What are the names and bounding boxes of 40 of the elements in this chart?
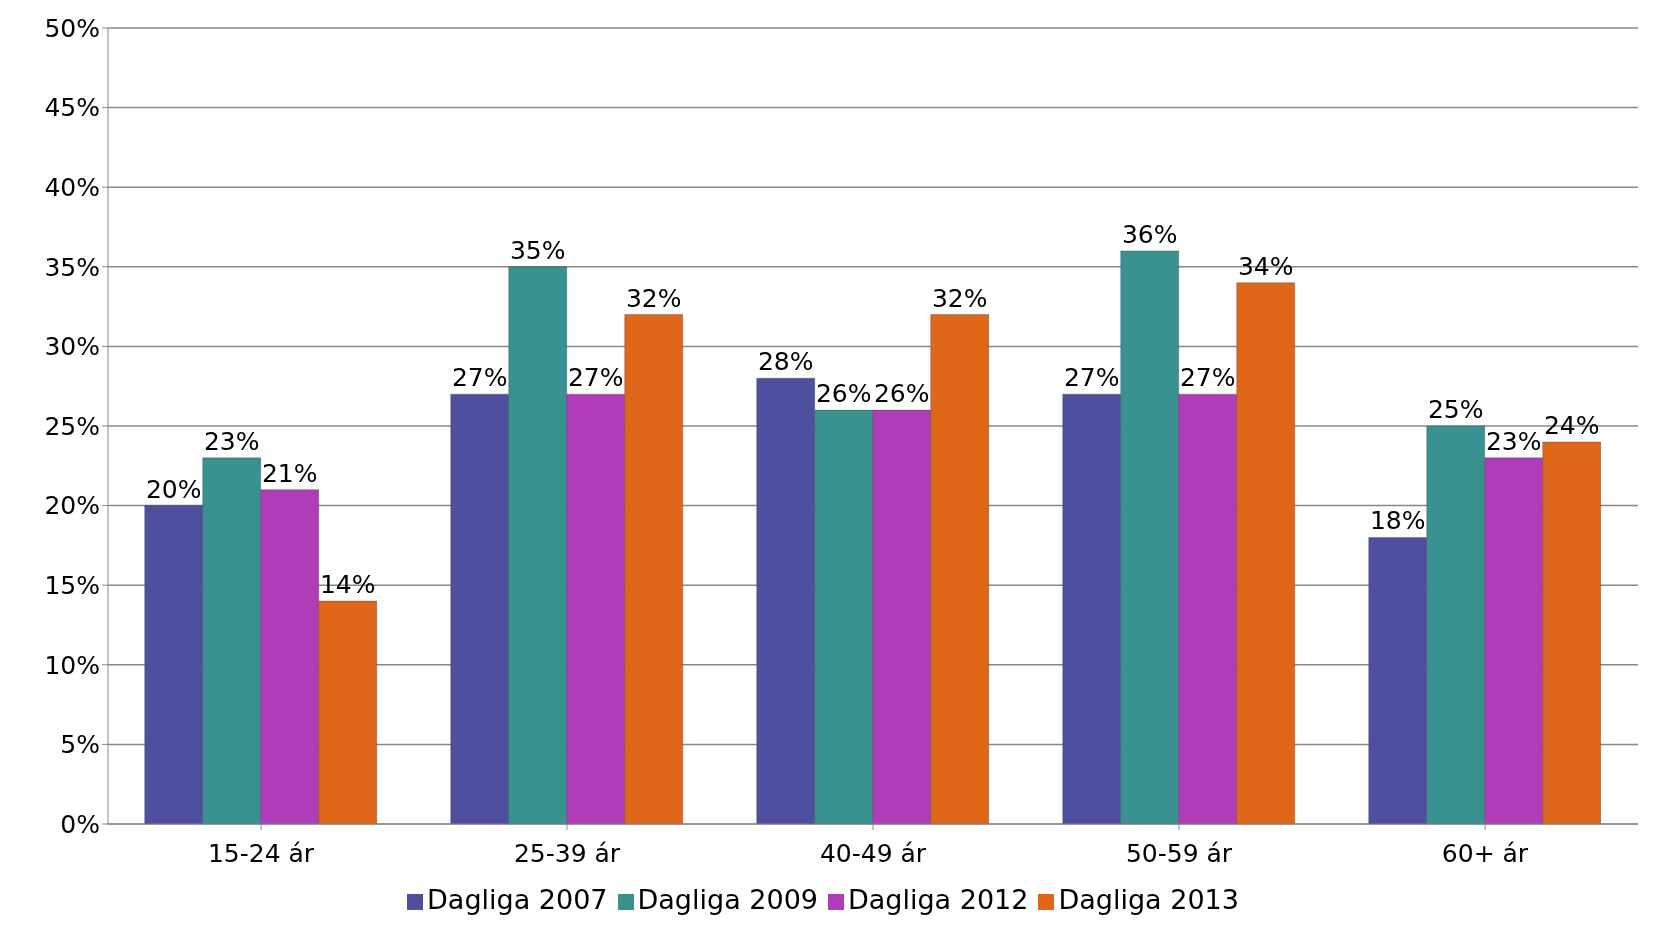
x-tick-label: 25-39 ár	[513, 838, 621, 868]
data-label: 26%	[815, 379, 872, 409]
legend-label: Dagliga 2012	[848, 884, 1029, 915]
data-label: 36%	[1121, 219, 1178, 249]
data-label: 27%	[567, 363, 624, 393]
y-tick-label: 40%	[44, 173, 100, 203]
x-tick-label: 15-24 ár	[207, 838, 315, 868]
data-label: 35%	[509, 235, 566, 265]
data-label: 20%	[145, 474, 202, 504]
data-label: 14%	[319, 570, 376, 600]
y-tick-label: 35%	[44, 252, 100, 282]
y-tick-label: 5%	[60, 730, 100, 760]
y-tick-label: 45%	[44, 93, 100, 123]
data-label: 28%	[757, 347, 814, 377]
data-label: 27%	[451, 363, 508, 393]
data-label: 21%	[261, 458, 318, 488]
data-label: 23%	[203, 426, 260, 456]
y-tick-label: 0%	[60, 809, 100, 839]
data-label: 18%	[1369, 506, 1426, 536]
data-label: 32%	[931, 283, 988, 313]
x-tick-label: 50-59 ár	[1125, 838, 1233, 868]
data-label: 32%	[625, 283, 682, 313]
data-label: 27%	[1179, 363, 1236, 393]
x-tick-label: 60+ ár	[1441, 838, 1529, 868]
y-tick-label: 30%	[44, 332, 100, 362]
y-tick-label: 25%	[44, 411, 100, 441]
y-tick-label: 50%	[44, 13, 100, 43]
legend-label: Dagliga 2009	[637, 884, 818, 915]
data-label: 23%	[1485, 426, 1542, 456]
y-tick-label: 20%	[44, 491, 100, 521]
data-label: 34%	[1237, 251, 1294, 281]
data-label: 25%	[1427, 395, 1484, 424]
y-tick-label: 15%	[44, 571, 100, 601]
x-tick-label: 40-49 ár	[819, 838, 927, 868]
data-label: 27%	[1063, 363, 1120, 393]
legend-label: Dagliga 2007	[427, 884, 608, 915]
y-tick-label: 10%	[44, 650, 100, 680]
legend-label: Dagliga 2013	[1058, 884, 1239, 915]
data-label: 26%	[873, 379, 930, 409]
data-label: 24%	[1543, 410, 1600, 440]
